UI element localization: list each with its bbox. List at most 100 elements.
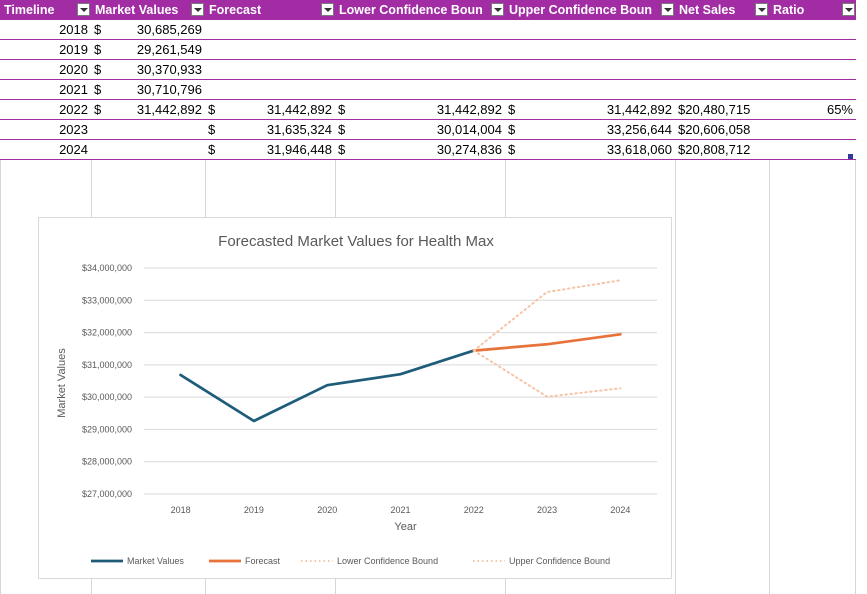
- cell-net-sales[interactable]: [675, 79, 769, 100]
- filter-dropdown-icon[interactable]: [491, 3, 504, 16]
- table-resize-handle[interactable]: [848, 154, 853, 159]
- cell-ratio[interactable]: 65%: [769, 99, 856, 120]
- cell-lower[interactable]: [335, 59, 505, 80]
- cell-market-values[interactable]: $30,370,933: [91, 59, 205, 80]
- header-label: Timeline: [4, 3, 55, 18]
- cell-forecast[interactable]: $31,635,324: [205, 119, 335, 140]
- cell-upper[interactable]: [505, 79, 675, 100]
- currency-symbol: $: [338, 122, 346, 137]
- cell-net-sales[interactable]: [675, 20, 769, 40]
- y-tick-label: $34,000,000: [82, 263, 132, 273]
- currency-symbol: $: [94, 42, 102, 57]
- header-forecast[interactable]: Forecast: [205, 0, 335, 20]
- cell-upper[interactable]: $31,442,892: [505, 99, 675, 120]
- cell-lower[interactable]: $30,274,836: [335, 139, 505, 160]
- table-row[interactable]: 2021 $30,710,796: [0, 79, 856, 100]
- cell-forecast[interactable]: [205, 59, 335, 80]
- table-row[interactable]: 2023 $31,635,324 $30,014,004 $33,256,644 $20…: [0, 119, 856, 140]
- cell-timeline[interactable]: 2022: [0, 99, 91, 120]
- cell-value: 31,442,892: [606, 102, 672, 117]
- header-lower-confidence[interactable]: Lower Confidence Boun: [335, 0, 505, 20]
- header-upper-confidence[interactable]: Upper Confidence Boun: [505, 0, 675, 20]
- sheet-gridline: [855, 160, 856, 594]
- spreadsheet: Timeline Market Values Forecast Lower Co…: [0, 0, 856, 160]
- cell-upper[interactable]: [505, 39, 675, 60]
- cell-value: 31,442,892: [136, 102, 202, 117]
- cell-upper[interactable]: $33,618,060: [505, 139, 675, 160]
- chart-svg: Forecasted Market Values for Health Max $…: [56, 233, 657, 566]
- cell-upper[interactable]: $33,256,644: [505, 119, 675, 140]
- cell-net-sales[interactable]: $20,480,715: [675, 99, 769, 120]
- cell-ratio[interactable]: [769, 20, 856, 40]
- cell-timeline[interactable]: 2019: [0, 39, 91, 60]
- cell-lower[interactable]: $31,442,892: [335, 99, 505, 120]
- currency-symbol: $: [94, 62, 102, 77]
- filter-dropdown-icon[interactable]: [321, 3, 334, 16]
- y-tick-label: $27,000,000: [82, 489, 132, 499]
- cell-value: 33,618,060: [606, 142, 672, 157]
- cell-market-values[interactable]: $31,442,892: [91, 99, 205, 120]
- header-label: Upper Confidence Boun: [509, 3, 653, 18]
- cell-net-sales[interactable]: $20,606,058: [675, 119, 769, 140]
- cell-market-values[interactable]: [91, 139, 205, 160]
- filter-dropdown-icon[interactable]: [661, 3, 674, 16]
- cell-ratio[interactable]: [769, 119, 856, 140]
- currency-symbol: $: [94, 82, 102, 97]
- cell-lower[interactable]: [335, 79, 505, 100]
- table-row[interactable]: 2020 $30,370,933: [0, 59, 856, 80]
- cell-market-values[interactable]: $30,685,269: [91, 20, 205, 40]
- filter-dropdown-icon[interactable]: [77, 3, 90, 16]
- cell-upper[interactable]: [505, 59, 675, 80]
- y-tick-label: $29,000,000: [82, 424, 132, 434]
- cell-value: 31,442,892: [266, 102, 332, 117]
- cell-market-values[interactable]: $30,710,796: [91, 79, 205, 100]
- cell-market-values[interactable]: $29,261,549: [91, 39, 205, 60]
- cell-forecast[interactable]: $31,442,892: [205, 99, 335, 120]
- header-net-sales[interactable]: Net Sales: [675, 0, 769, 20]
- legend-label: Lower Confidence Bound: [337, 556, 438, 566]
- table-row[interactable]: 2024 $31,946,448 $30,274,836 $33,618,060 $20…: [0, 139, 856, 160]
- cell-timeline[interactable]: 2020: [0, 59, 91, 80]
- cell-net-sales[interactable]: $20,808,712: [675, 139, 769, 160]
- cell-timeline[interactable]: 2021: [0, 79, 91, 100]
- currency-symbol: $: [208, 142, 216, 157]
- cell-forecast[interactable]: [205, 39, 335, 60]
- cell-net-sales[interactable]: [675, 39, 769, 60]
- x-axis-label: Year: [394, 521, 417, 533]
- cell-forecast[interactable]: [205, 20, 335, 40]
- cell-ratio[interactable]: [769, 79, 856, 100]
- table-row[interactable]: 2022 $31,442,892 $31,442,892 $31,442,892 $31…: [0, 99, 856, 120]
- cell-ratio[interactable]: [769, 59, 856, 80]
- header-timeline[interactable]: Timeline: [0, 0, 91, 20]
- cell-ratio[interactable]: [769, 39, 856, 60]
- x-tick-label: 2018: [171, 505, 191, 515]
- header-market-values[interactable]: Market Values: [91, 0, 205, 20]
- cell-value: 20,480,715: [685, 102, 751, 117]
- cell-lower[interactable]: [335, 39, 505, 60]
- cell-forecast[interactable]: $31,946,448: [205, 139, 335, 160]
- forecast-chart[interactable]: Forecasted Market Values for Health Max $…: [38, 217, 672, 579]
- cell-upper[interactable]: [505, 20, 675, 40]
- filter-dropdown-icon[interactable]: [842, 3, 855, 16]
- x-tick-label: 2021: [390, 505, 410, 515]
- cell-lower[interactable]: $30,014,004: [335, 119, 505, 140]
- header-label: Ratio: [773, 3, 805, 18]
- cell-timeline[interactable]: 2024: [0, 139, 91, 160]
- cell-lower[interactable]: [335, 20, 505, 40]
- cell-value: 31,946,448: [266, 142, 332, 157]
- table-row[interactable]: 2018 $30,685,269: [0, 20, 856, 40]
- cell-market-values[interactable]: [91, 119, 205, 140]
- table-row[interactable]: 2019 $29,261,549: [0, 39, 856, 60]
- y-axis-label: Market Values: [56, 348, 68, 418]
- filter-dropdown-icon[interactable]: [191, 3, 204, 16]
- cell-timeline[interactable]: 2018: [0, 20, 91, 40]
- currency-symbol: $: [678, 102, 686, 117]
- cell-timeline[interactable]: 2023: [0, 119, 91, 140]
- header-ratio[interactable]: Ratio: [769, 0, 856, 20]
- legend-label: Upper Confidence Bound: [509, 556, 610, 566]
- cell-forecast[interactable]: [205, 79, 335, 100]
- cell-ratio[interactable]: [769, 139, 856, 160]
- x-tick-label: 2020: [317, 505, 337, 515]
- cell-net-sales[interactable]: [675, 59, 769, 80]
- filter-dropdown-icon[interactable]: [755, 3, 768, 16]
